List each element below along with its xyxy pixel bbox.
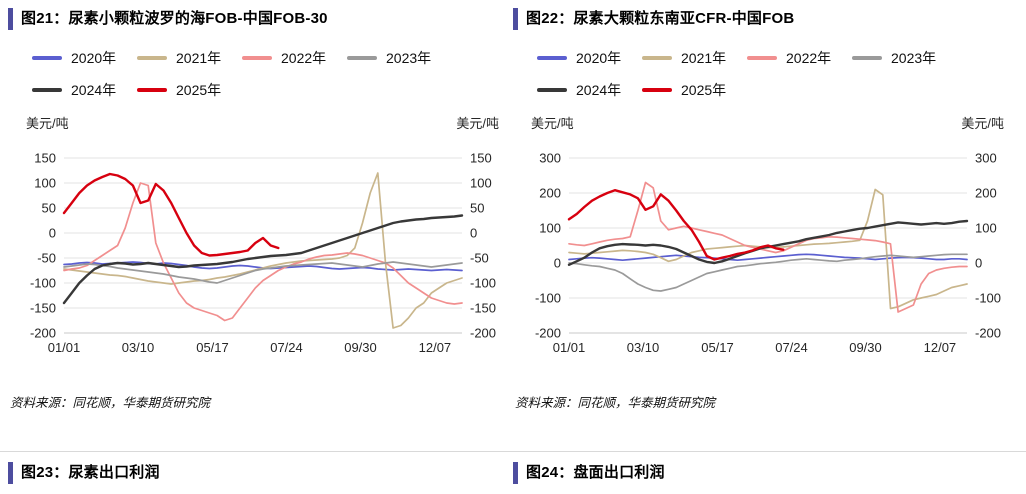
- legend-fig21: 2020年 2021年 2022年 2023年 2024年 2025年: [8, 42, 492, 106]
- svg-text:100: 100: [470, 176, 492, 191]
- svg-text:100: 100: [539, 221, 561, 236]
- svg-text:0: 0: [470, 226, 477, 241]
- svg-text:01/01: 01/01: [553, 340, 586, 355]
- svg-text:200: 200: [975, 186, 997, 201]
- legend-item: 2020年: [32, 42, 137, 74]
- svg-text:0: 0: [975, 256, 982, 271]
- svg-text:05/17: 05/17: [196, 340, 229, 355]
- y-axis-unit-right: 美元/吨: [961, 115, 1004, 131]
- svg-text:12/07: 12/07: [924, 340, 957, 355]
- svg-text:0: 0: [554, 256, 561, 271]
- legend-label: 2024年: [71, 82, 117, 98]
- svg-text:150: 150: [470, 151, 492, 166]
- legend-item: 2021年: [642, 42, 747, 74]
- y-axis-unit-left: 美元/吨: [26, 115, 69, 131]
- svg-text:-150: -150: [30, 301, 56, 316]
- chart-title-fig23: 图23：尿素出口利润: [8, 462, 513, 484]
- legend-label: 2021年: [681, 50, 727, 66]
- legend-swatch-2025年: [137, 88, 167, 92]
- svg-text:-150: -150: [470, 301, 496, 316]
- legend-swatch-2021年: [642, 56, 672, 60]
- svg-text:-50: -50: [470, 251, 489, 266]
- legend-label: 2021年: [176, 50, 222, 66]
- y-axis-unit-right: 美元/吨: [456, 115, 499, 131]
- legend-item: 2022年: [242, 42, 347, 74]
- svg-text:03/10: 03/10: [627, 340, 660, 355]
- source-note-fig22: 资料来源：同花顺，华泰期货研究院: [515, 396, 716, 410]
- svg-text:50: 50: [470, 201, 484, 216]
- legend-item: 2020年: [537, 42, 642, 74]
- legend-item: 2025年: [137, 74, 242, 106]
- line-chart-fig21: 150 150 100 100 50 50 0 0 -50 -50 -100 -100 -150 -150…: [30, 151, 496, 356]
- svg-text:50: 50: [42, 201, 56, 216]
- legend-item: 2024年: [32, 74, 137, 106]
- chart-panel-fig21: 图21：尿素小颗粒波罗的海FOB-中国FOB-30 2020年 2021年 2022…: [8, 8, 513, 411]
- legend-item: 2025年: [642, 74, 747, 106]
- svg-text:150: 150: [34, 151, 56, 166]
- svg-text:-100: -100: [535, 291, 561, 306]
- source-note-fig21: 资料来源：同花顺，华泰期货研究院: [10, 396, 211, 410]
- legend-label: 2022年: [281, 50, 327, 66]
- legend-swatch-2020年: [32, 56, 62, 60]
- svg-text:07/24: 07/24: [270, 340, 303, 355]
- chart-title-fig21: 图21：尿素小颗粒波罗的海FOB-中国FOB-30: [8, 8, 513, 30]
- axis-units-row: 美元/吨 美元/吨: [513, 112, 1018, 132]
- legend-label: 2025年: [176, 82, 222, 98]
- svg-text:01/01: 01/01: [48, 340, 81, 355]
- svg-text:200: 200: [539, 186, 561, 201]
- legend-label: 2025年: [681, 82, 727, 98]
- svg-text:-100: -100: [470, 276, 496, 291]
- charts-row: 图21：尿素小颗粒波罗的海FOB-中国FOB-30 2020年 2021年 2022…: [8, 8, 1018, 411]
- svg-text:09/30: 09/30: [849, 340, 882, 355]
- legend-item: 2022年: [747, 42, 852, 74]
- svg-text:-200: -200: [975, 326, 1001, 341]
- svg-text:07/24: 07/24: [775, 340, 808, 355]
- svg-text:-200: -200: [470, 326, 496, 341]
- svg-text:-200: -200: [30, 326, 56, 341]
- legend-swatch-2023年: [347, 56, 377, 60]
- svg-text:09/30: 09/30: [344, 340, 377, 355]
- legend-swatch-2025年: [642, 88, 672, 92]
- legend-swatch-2024年: [537, 88, 567, 92]
- svg-text:-100: -100: [30, 276, 56, 291]
- svg-text:300: 300: [539, 151, 561, 166]
- legend-label: 2023年: [386, 50, 432, 66]
- legend-label: 2023年: [891, 50, 937, 66]
- axis-units-row: 美元/吨 美元/吨: [8, 112, 513, 132]
- svg-text:12/07: 12/07: [419, 340, 452, 355]
- legend-label: 2024年: [576, 82, 622, 98]
- svg-text:0: 0: [49, 226, 56, 241]
- y-axis-unit-left: 美元/吨: [531, 115, 574, 131]
- chart-title-fig24: 图24：盘面出口利润: [513, 462, 1018, 484]
- legend-swatch-2024年: [32, 88, 62, 92]
- svg-text:03/10: 03/10: [122, 340, 155, 355]
- svg-text:300: 300: [975, 151, 997, 166]
- svg-text:-100: -100: [975, 291, 1001, 306]
- svg-text:100: 100: [975, 221, 997, 236]
- chart-title-fig22: 图22：尿素大颗粒东南亚CFR-中国FOB: [513, 8, 1018, 30]
- legend-label: 2022年: [786, 50, 832, 66]
- legend-item: 2021年: [137, 42, 242, 74]
- legend-swatch-2020年: [537, 56, 567, 60]
- svg-text:05/17: 05/17: [701, 340, 734, 355]
- next-section-titles: 图23：尿素出口利润 图24：盘面出口利润: [0, 452, 1026, 484]
- legend-item: 2023年: [347, 42, 452, 74]
- legend-item: 2024年: [537, 74, 642, 106]
- legend-item: 2023年: [852, 42, 957, 74]
- legend-label: 2020年: [71, 50, 117, 66]
- legend-swatch-2022年: [242, 56, 272, 60]
- legend-swatch-2023年: [852, 56, 882, 60]
- chart-panel-fig22: 图22：尿素大颗粒东南亚CFR-中国FOB 2020年 2021年 2022年 202…: [513, 8, 1018, 411]
- svg-text:-200: -200: [535, 326, 561, 341]
- legend-label: 2020年: [576, 50, 622, 66]
- legend-swatch-2021年: [137, 56, 167, 60]
- section-divider: [0, 451, 1026, 452]
- svg-text:100: 100: [34, 176, 56, 191]
- legend-fig22: 2020年 2021年 2022年 2023年 2024年 2025年: [513, 42, 997, 106]
- legend-swatch-2022年: [747, 56, 777, 60]
- svg-text:-50: -50: [37, 251, 56, 266]
